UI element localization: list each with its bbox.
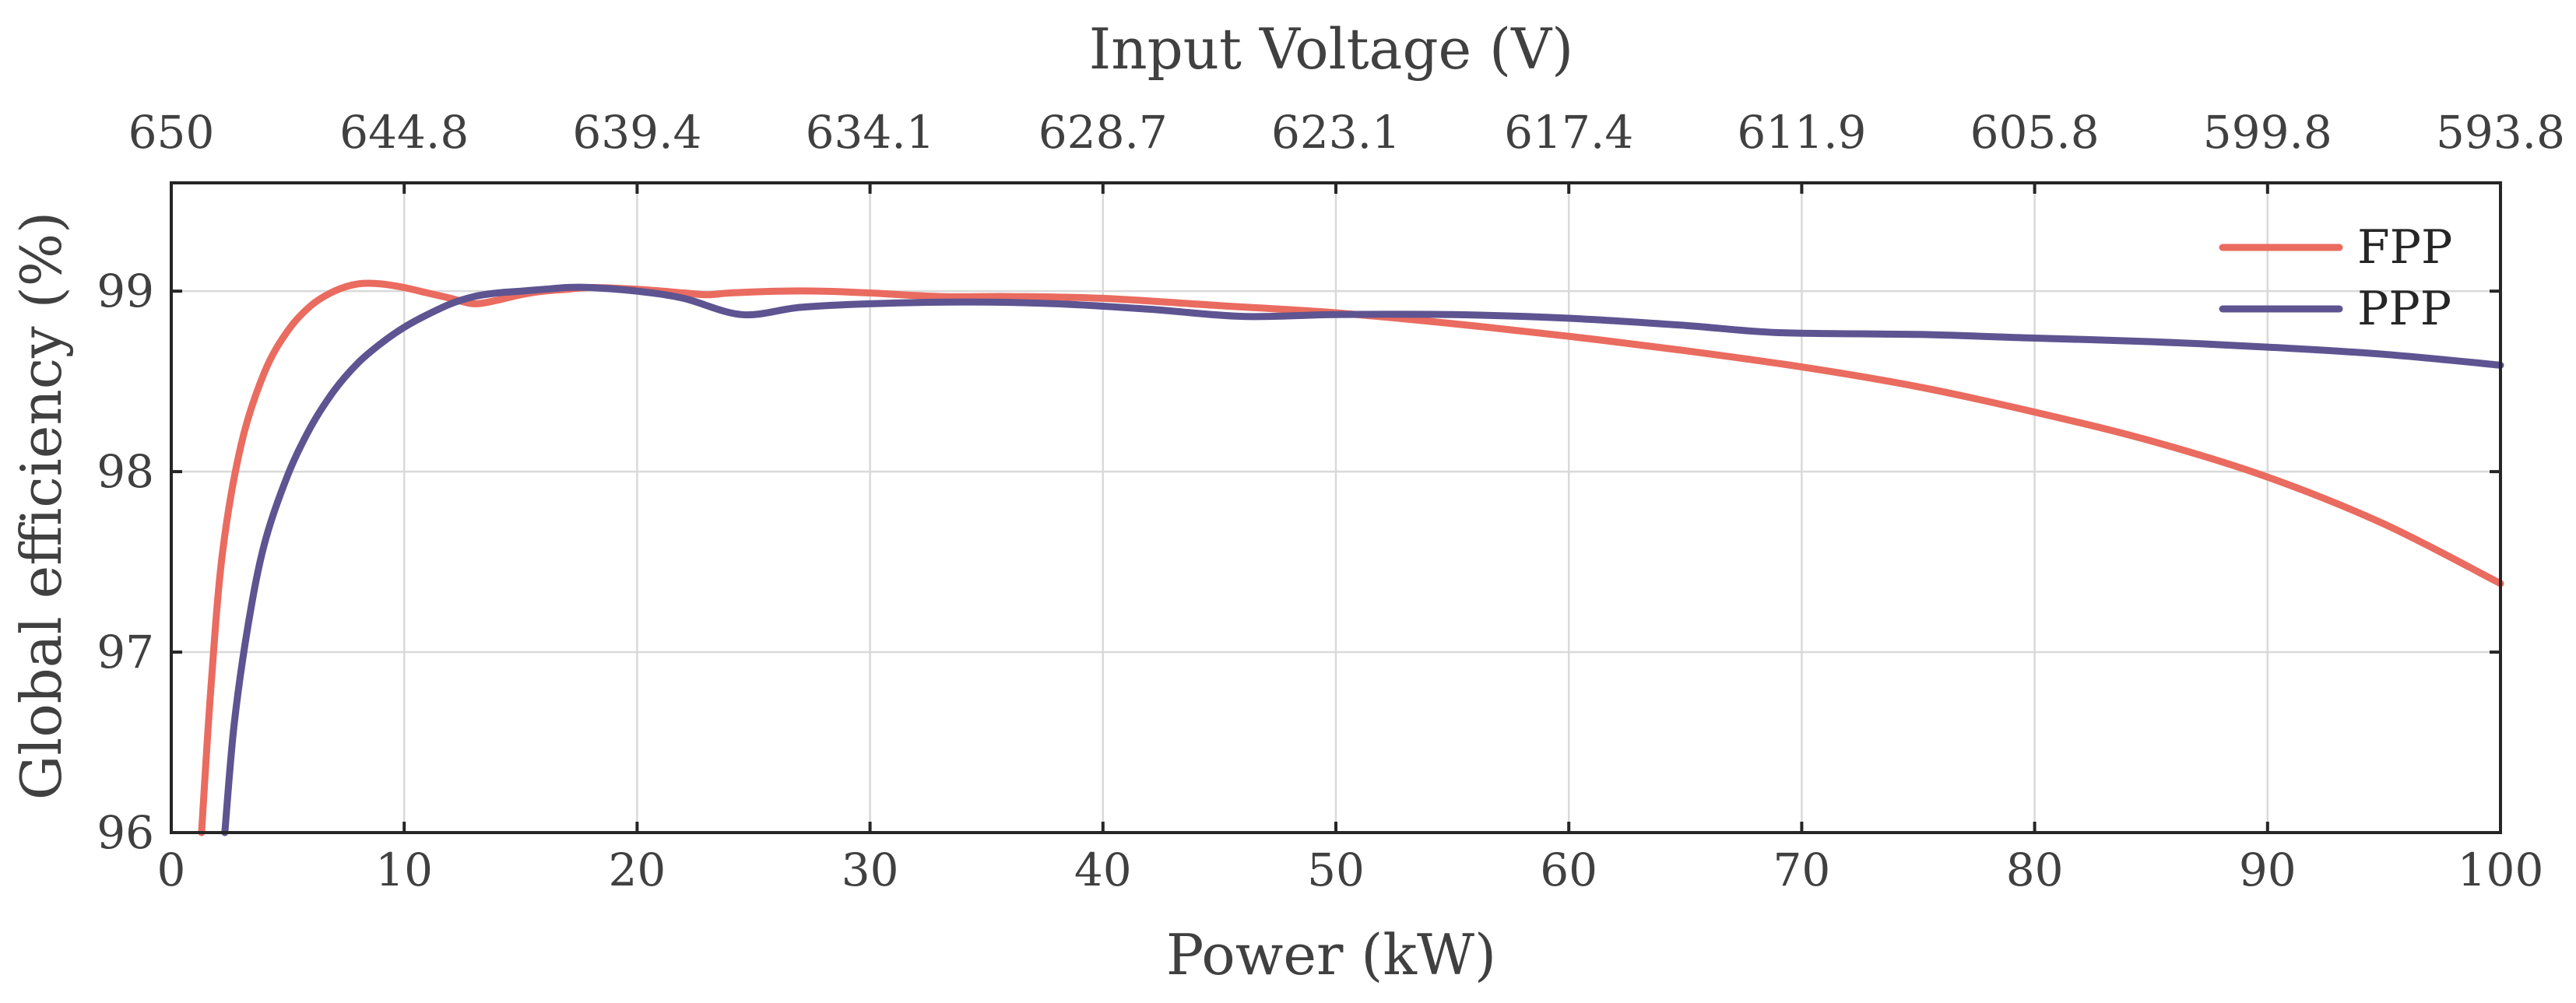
x-tick-label: 40 [1074, 843, 1132, 896]
x-tick-label: 60 [1540, 843, 1597, 896]
x2-tick-label: 593.8 [2436, 106, 2565, 159]
x-tick-label: 50 [1307, 843, 1365, 896]
label-layer: 0 650 10 644.8 20 639.4 30 634.1 40 628.7 50 623.1 6… [97, 106, 2565, 896]
legend: FPP PPP [2219, 220, 2452, 336]
y-axis-title: Global efficiency (%) [9, 212, 74, 800]
legend-label-ppp: PPP [2357, 282, 2451, 336]
y-tick-label: 98 [97, 445, 154, 498]
x2-tick-label: 639.4 [572, 106, 701, 159]
x-tick-label: 10 [375, 843, 433, 896]
y-tick-label: 99 [97, 265, 154, 317]
x2-tick-label: 628.7 [1038, 106, 1168, 159]
x2-axis-title: Input Voltage (V) [1089, 16, 1573, 82]
tick-layer [170, 183, 2502, 834]
x2-tick-label: 650 [128, 106, 215, 159]
x2-tick-label: 644.8 [339, 106, 469, 159]
y-tick-label: 97 [97, 626, 154, 679]
x-tick-label: 100 [2458, 843, 2544, 896]
x2-tick-label: 634.1 [806, 106, 935, 159]
x2-tick-label: 599.8 [2203, 106, 2332, 159]
x2-tick-label: 605.8 [1970, 106, 2100, 159]
x-tick-label: 20 [608, 843, 666, 896]
x2-tick-label: 623.1 [1271, 106, 1400, 159]
x-tick-label: 80 [2006, 843, 2064, 896]
series-line-fpp [198, 279, 2504, 836]
x-axis-title: Power (kW) [1166, 922, 1496, 987]
x2-tick-label: 611.9 [1737, 106, 1866, 159]
x-tick-label: 90 [2239, 843, 2297, 896]
x-tick-label: 70 [1773, 843, 1830, 896]
x-tick-label: 0 [157, 843, 186, 896]
legend-label-fpp: FPP [2357, 220, 2452, 275]
x-tick-label: 30 [842, 843, 899, 896]
y-tick-label: 96 [97, 806, 154, 859]
series-layer [198, 279, 2504, 836]
x2-tick-label: 617.4 [1504, 106, 1633, 159]
series-line-ppp [221, 283, 2504, 836]
